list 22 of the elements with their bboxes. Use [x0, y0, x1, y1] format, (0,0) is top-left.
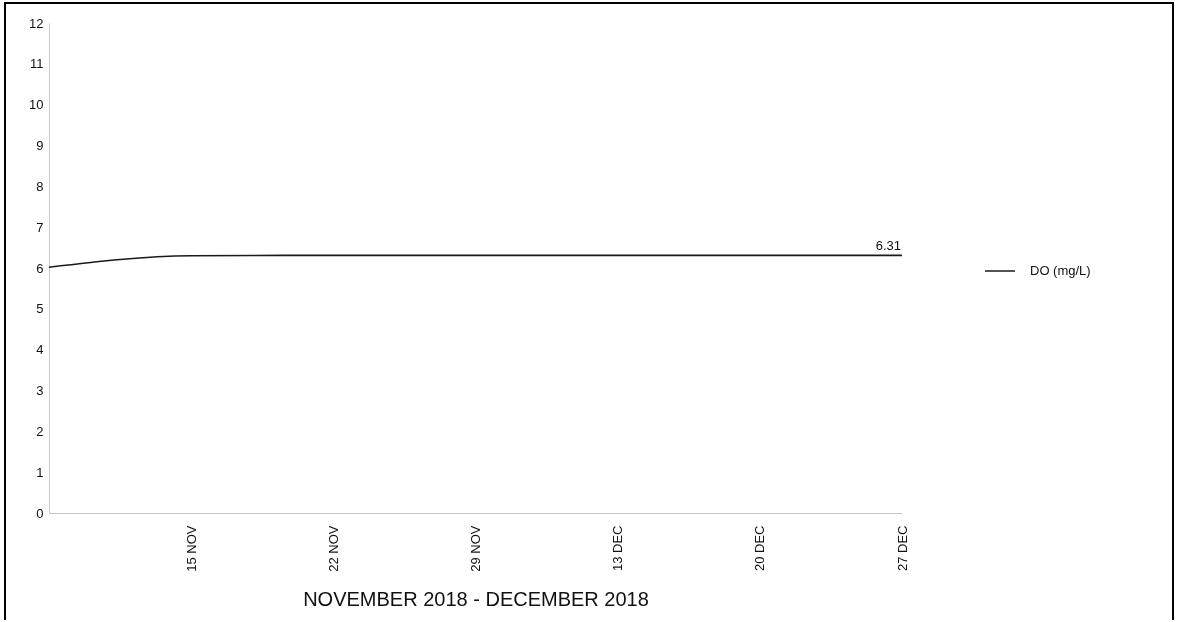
y-tick-label: 2: [36, 423, 44, 439]
y-tick-label: 0: [36, 505, 44, 521]
x-tick-label: 29 NOV: [468, 525, 483, 572]
x-tick-label: 22 NOV: [325, 525, 341, 572]
y-tick-label: 9: [36, 138, 44, 153]
y-tick-label: 4: [36, 342, 44, 358]
y-tick-label: 12: [29, 15, 44, 31]
x-axis-title: NOVEMBER 2018 - DECEMBER 2018: [303, 587, 649, 610]
y-tick-label: 3: [36, 383, 44, 398]
y-tick-label: 5: [36, 301, 44, 317]
y-tick-label: 7: [36, 219, 44, 235]
x-tick-label: 15 NOV: [183, 525, 199, 572]
y-tick-label: 10: [29, 97, 44, 113]
y-tick-label: 6: [36, 260, 44, 276]
y-tick-label: 8: [36, 178, 44, 194]
y-tick-label: 1: [36, 464, 44, 480]
x-tick-label: 13 DEC: [610, 525, 626, 572]
x-tick-label: 27 DEC: [894, 525, 910, 572]
x-tick-label: 20 DEC: [752, 525, 768, 572]
data-label: 6.31: [875, 238, 901, 254]
y-tick-label: 11: [30, 56, 44, 72]
legend-label: DO (mg/L): [1030, 263, 1091, 278]
